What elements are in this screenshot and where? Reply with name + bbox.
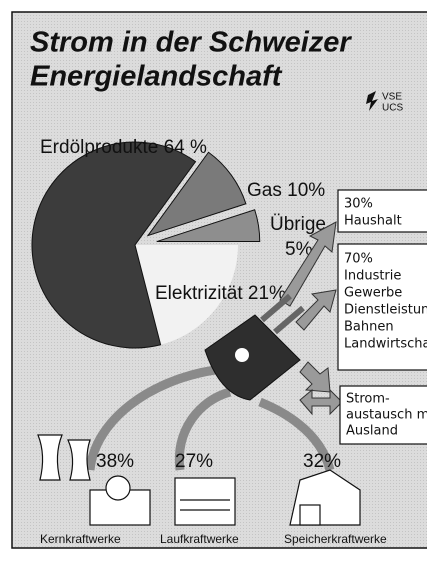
infographic: Strom in der Schweizer Energielandschaft… <box>0 0 427 559</box>
category: Erdölprodukte <box>40 137 158 158</box>
source-name: Laufkraftwerke <box>160 532 239 546</box>
share: 70% <box>344 252 373 267</box>
title-line: Strom in der Schweizer <box>30 27 352 59</box>
pie-label: Gas 10% <box>247 180 325 201</box>
pie-label: Elektrizität 21% <box>155 283 286 304</box>
category: Elektrizität <box>155 283 243 304</box>
share: 38% <box>96 451 134 472</box>
use-label: Strom- <box>346 392 390 407</box>
value-label: 64 % <box>164 137 207 158</box>
source-name: Speicherkraftwerke <box>284 532 387 546</box>
category: Gas <box>247 180 282 201</box>
use-label: Haushalt <box>344 214 402 229</box>
use-label: Gewerbe <box>344 286 402 301</box>
source-name: Kernkraftwerke <box>40 532 121 546</box>
use-label: Bahnen <box>344 320 394 335</box>
use-label: Industrie <box>344 269 401 284</box>
logo-text: UCS <box>382 103 403 114</box>
use-label: Landwirtschaft <box>344 337 427 352</box>
share: 27% <box>175 451 213 472</box>
page: {"title": ["Strom in der Schweizer", "En… <box>0 0 427 559</box>
use-label: Ausland <box>346 424 398 439</box>
use-label: austausch mit <box>346 408 427 423</box>
logo-text: VSE <box>382 92 402 103</box>
share: 32% <box>303 451 341 472</box>
value-label: 10% <box>287 180 325 201</box>
use-label: Dienstleistungen <box>344 303 427 318</box>
title-line: Energielandschaft <box>30 61 283 93</box>
share: 30% <box>344 197 373 212</box>
pie-label: Erdölprodukte 64 % <box>40 137 207 158</box>
